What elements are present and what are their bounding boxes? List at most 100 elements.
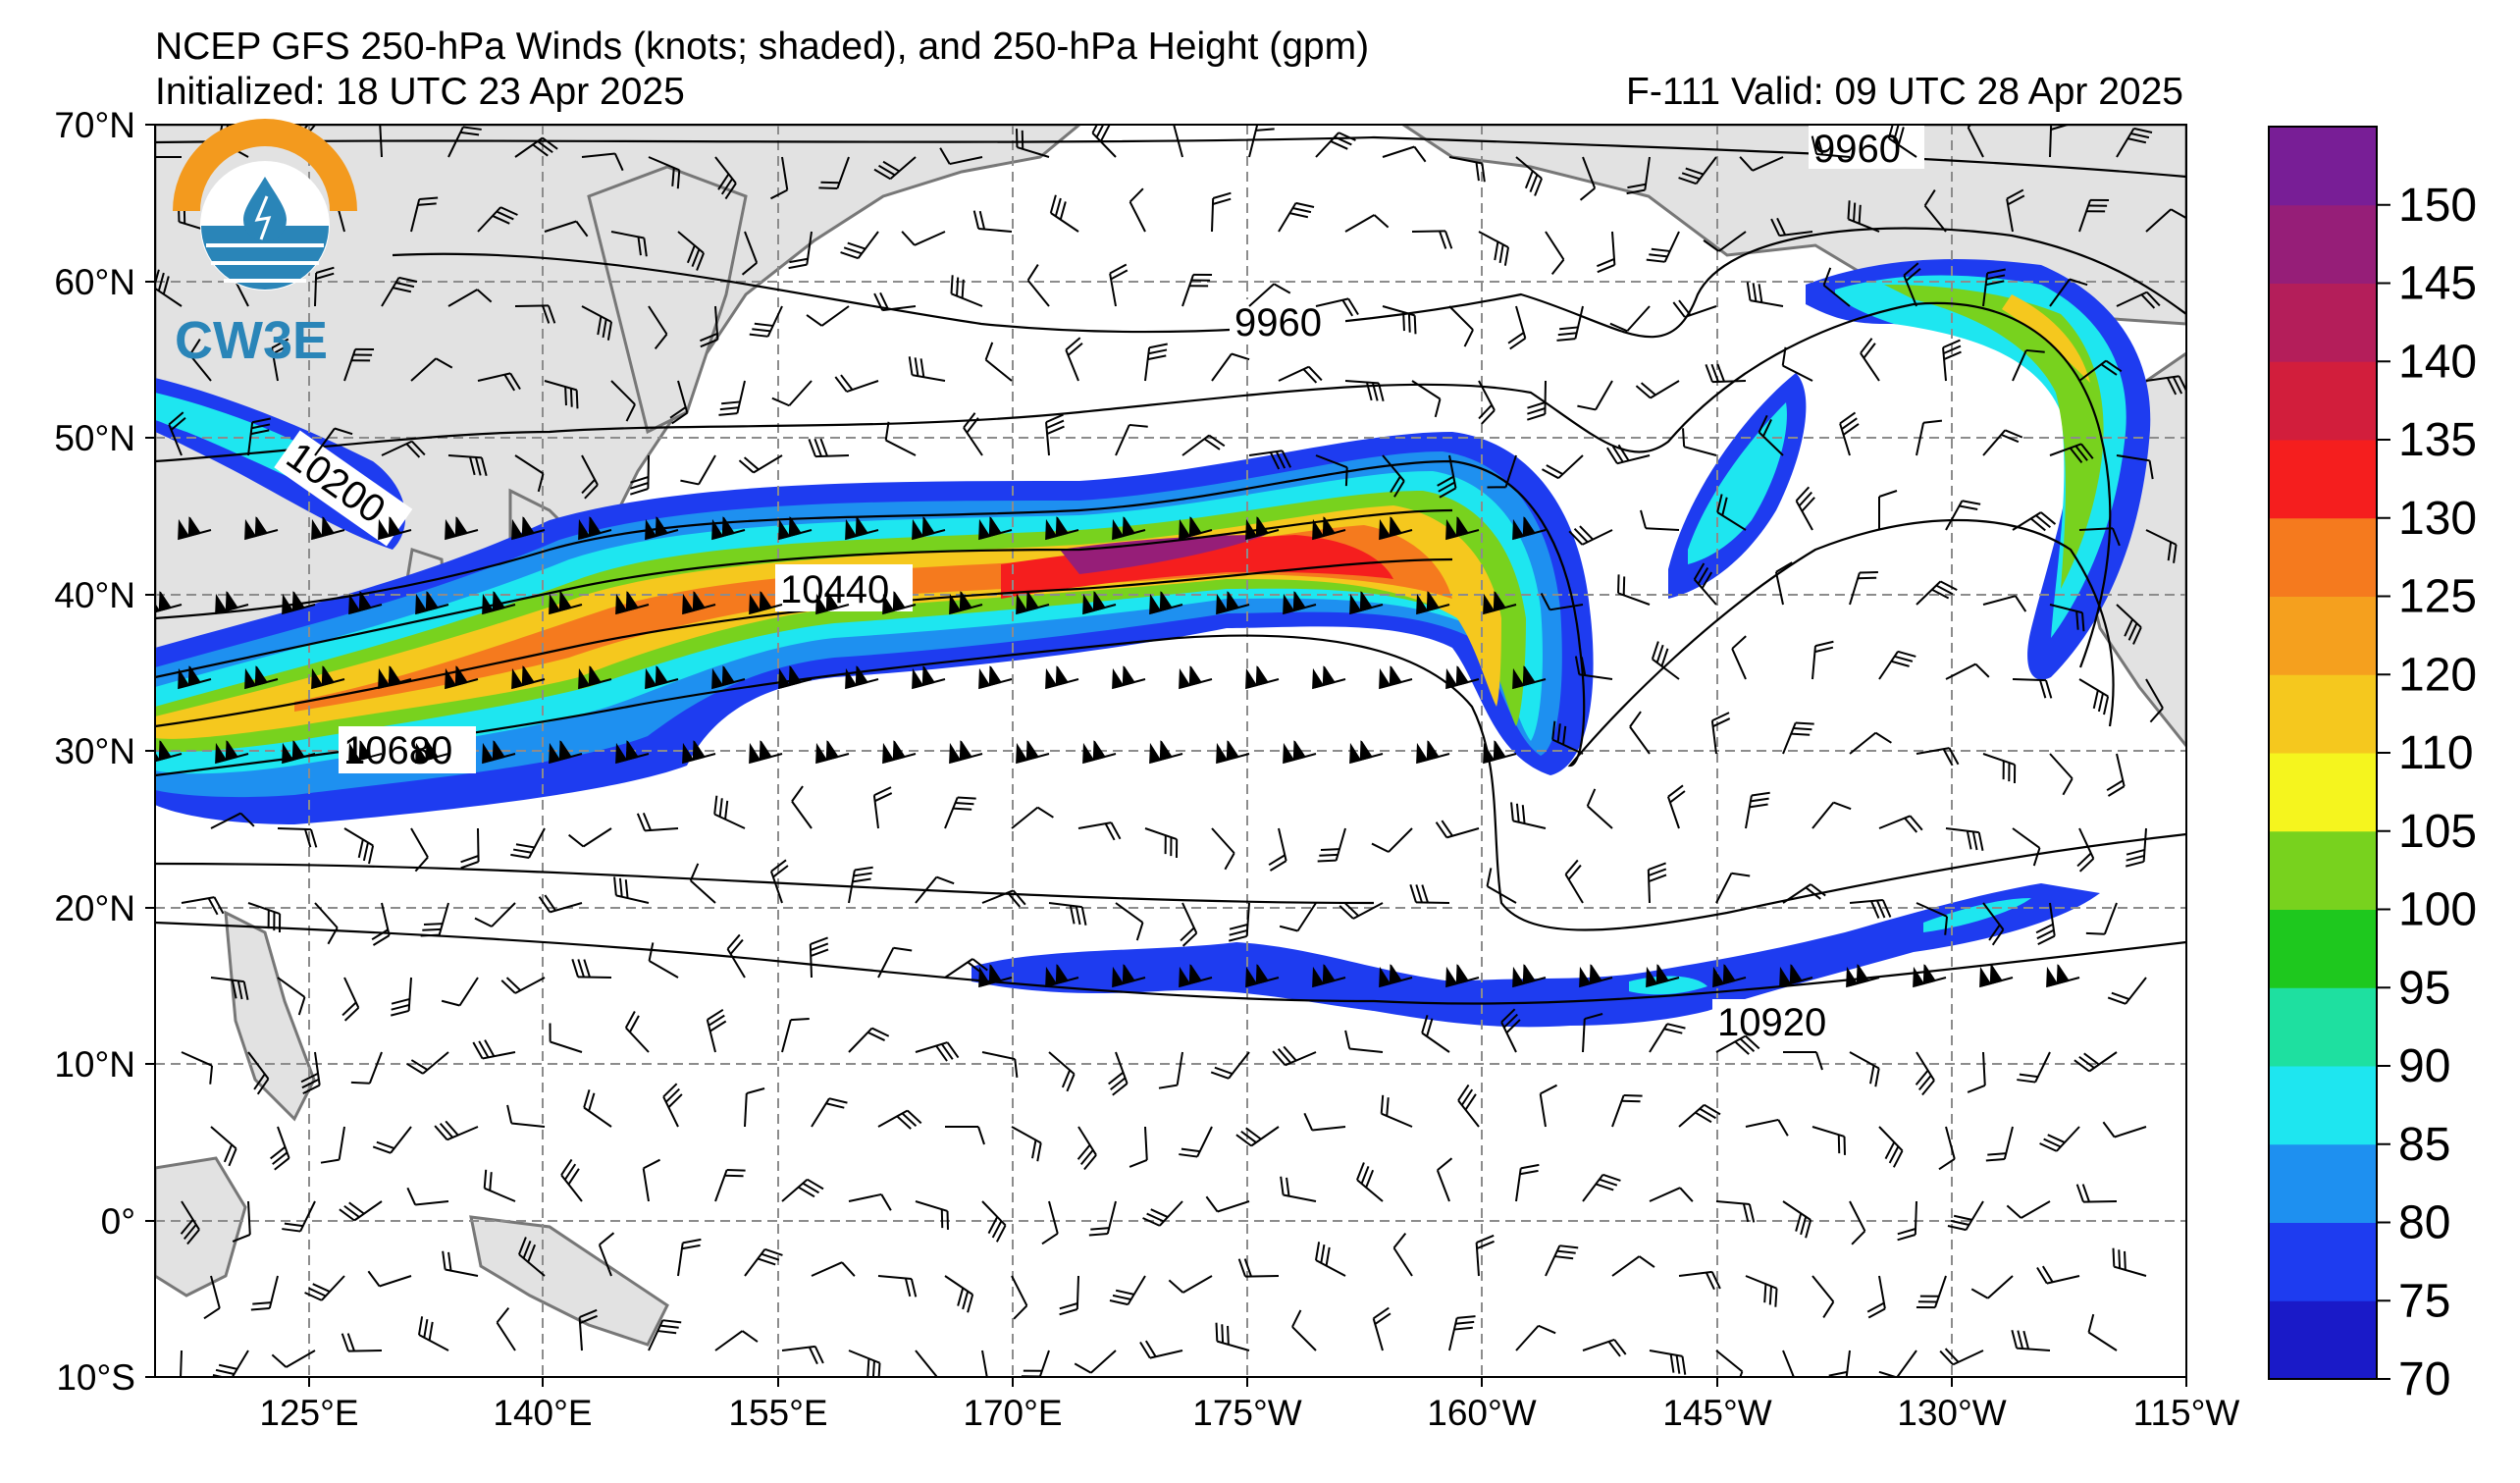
wind-barb xyxy=(1860,338,1880,382)
wind-barb xyxy=(483,1169,516,1202)
wind-barb xyxy=(1211,191,1232,233)
wind-barb xyxy=(1982,268,2006,307)
wind-barb xyxy=(1551,720,1584,755)
wind-barb xyxy=(770,156,789,200)
wind-barb xyxy=(818,156,850,189)
wind-barb xyxy=(511,664,546,690)
wind-barb xyxy=(1339,902,1384,920)
logo-sun-arc xyxy=(173,119,357,212)
wind-barb xyxy=(781,1018,810,1053)
colorbar-tick-label: 70 xyxy=(2398,1353,2450,1405)
subtropical-jet xyxy=(971,883,2100,1028)
colorbar-swatch xyxy=(2269,1066,2377,1145)
wind-barb xyxy=(1782,883,1826,904)
wind-barb xyxy=(1483,590,1517,615)
wind-barb xyxy=(1945,500,1981,531)
wind-barb xyxy=(1640,509,1680,531)
lon-label: 125°E xyxy=(259,1393,358,1433)
wind-barb xyxy=(2078,359,2123,382)
wind-barb xyxy=(726,933,746,979)
wind-barb xyxy=(571,959,612,979)
wind-barb xyxy=(1745,1275,1778,1307)
wind-barb xyxy=(680,454,716,486)
wind-barb xyxy=(1109,1275,1146,1306)
wind-barb xyxy=(1082,739,1117,765)
wind-barb xyxy=(1109,263,1129,307)
wind-barb xyxy=(1112,963,1146,988)
wind-barb xyxy=(1715,1034,1760,1055)
wind-barb xyxy=(518,1237,546,1277)
wind-barb xyxy=(568,827,612,848)
wind-barb xyxy=(282,590,316,615)
wind-barb xyxy=(371,902,391,946)
lat-label: 40°N xyxy=(54,575,135,615)
lightning-icon xyxy=(254,195,272,240)
wind-barb xyxy=(1672,299,1717,319)
wind-barb xyxy=(1579,156,1597,201)
wind-barb xyxy=(771,380,813,407)
wind-barb xyxy=(2107,977,2147,1005)
wind-barb xyxy=(1048,902,1087,926)
wind-barb xyxy=(1272,1045,1317,1067)
borneo xyxy=(155,1156,247,1298)
wind-barb xyxy=(155,156,182,158)
wind-barb xyxy=(2049,604,2085,632)
wind-barb xyxy=(877,946,913,979)
wind-barb xyxy=(714,1169,746,1202)
wind-barb xyxy=(1839,411,1860,456)
wind-barb xyxy=(711,515,746,541)
wind-barb xyxy=(1938,1126,1956,1171)
wind-barb xyxy=(1878,815,1923,833)
wind-barb xyxy=(908,356,946,382)
wind-barb xyxy=(1967,1051,1986,1093)
wind-barb xyxy=(642,1158,660,1202)
wind-barb xyxy=(2116,454,2154,480)
kamchatka xyxy=(587,165,748,435)
wind-barb xyxy=(808,438,850,458)
wind-barb xyxy=(788,231,813,270)
wind-barb xyxy=(1486,868,1517,904)
lon-label: 140°E xyxy=(493,1393,592,1433)
wind-barb xyxy=(482,590,516,615)
wind-barb xyxy=(1382,145,1427,163)
wind-barb xyxy=(420,902,449,937)
wind-barb xyxy=(367,1270,412,1288)
wind-barb xyxy=(1045,413,1065,456)
wind-barb xyxy=(282,739,316,765)
wind-barb xyxy=(915,1350,938,1377)
wind-barb xyxy=(304,1275,345,1301)
wind-barb xyxy=(434,1120,479,1141)
wind-barb xyxy=(1586,788,1613,829)
wind-barb xyxy=(806,305,850,327)
wind-barb xyxy=(581,454,599,500)
wind-barb xyxy=(1409,884,1450,904)
wind-barb xyxy=(1778,1350,1797,1377)
wind-barb xyxy=(215,739,249,765)
wind-barb xyxy=(1878,1350,1917,1377)
wind-barb xyxy=(1139,1340,1183,1359)
wind-barb xyxy=(741,231,759,276)
wind-barb xyxy=(1811,135,1851,158)
wind-barb xyxy=(247,902,282,933)
wind-barb xyxy=(406,1051,449,1075)
wind-barb xyxy=(1609,305,1651,333)
wind-barb xyxy=(417,1316,449,1351)
wind-barb xyxy=(1781,346,1813,382)
wind-barb xyxy=(2012,511,2057,532)
wind-barb xyxy=(1849,1200,1866,1245)
wind-barb xyxy=(1448,1315,1476,1351)
wind-barb xyxy=(445,515,479,541)
wind-barb xyxy=(1181,273,1213,307)
wind-barb xyxy=(872,786,893,829)
cw3e-logo: CW3E xyxy=(173,119,357,370)
wind-barb xyxy=(781,1345,824,1365)
wind-barb xyxy=(873,156,917,181)
wind-barb xyxy=(415,739,449,765)
wind-barb xyxy=(1436,1157,1453,1202)
wind-barb xyxy=(778,515,813,541)
wind-barb xyxy=(791,785,813,829)
wind-barb xyxy=(244,515,279,541)
colorbar-tick-label: 150 xyxy=(2398,180,2477,232)
wind-barb xyxy=(1878,490,1898,530)
